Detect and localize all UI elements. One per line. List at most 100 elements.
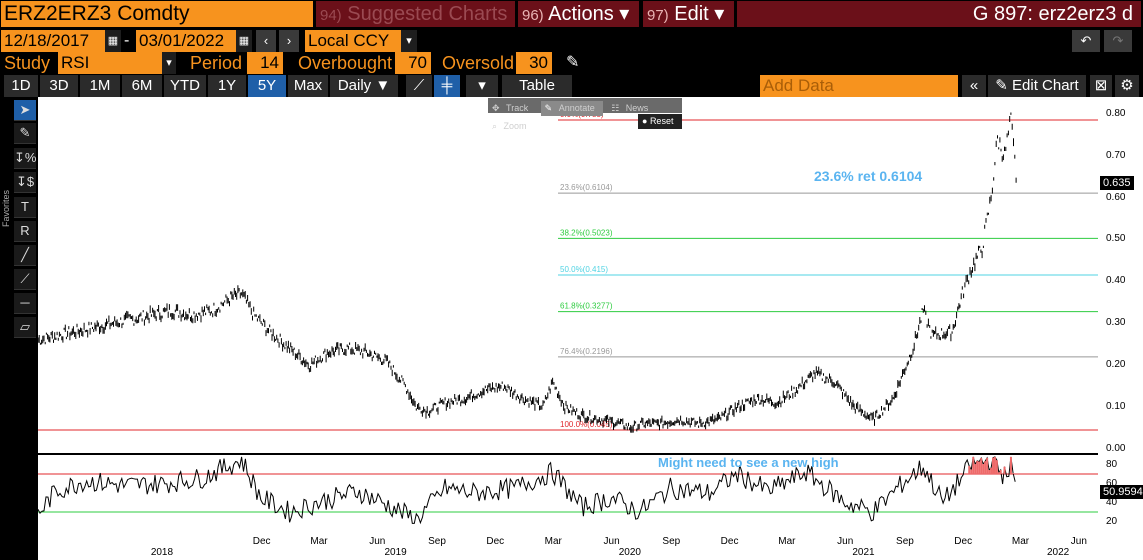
draw-line-tool-icon[interactable]: ✎ <box>14 123 36 144</box>
edit-chart-pencil-icon: ✎ <box>995 77 1008 94</box>
rsi-last-badge: 50.9594 <box>1100 485 1143 500</box>
month-tick-9: Mar <box>778 536 796 547</box>
line-chart-icon[interactable]: ⟋ <box>406 75 432 97</box>
frequency-dropdown[interactable]: Daily ▼ <box>330 75 398 97</box>
edit-label: Edit ▾ <box>674 3 725 25</box>
trendline-tool-icon[interactable]: ╱ <box>14 245 36 266</box>
period-button-1d[interactable]: 1D <box>4 75 38 97</box>
month-tick-12: Dec <box>954 536 973 547</box>
track-label: Track <box>506 103 529 113</box>
ray-tool-icon[interactable]: ⟋ <box>14 269 36 290</box>
annotate-label: Annotate <box>558 103 595 113</box>
price-tick-3: 0.50 <box>1106 233 1126 245</box>
period-button-3d[interactable]: 3D <box>40 75 78 97</box>
study-field[interactable]: RSI <box>58 52 162 74</box>
period-button-max[interactable]: Max <box>288 75 328 97</box>
period-button-6m[interactable]: 6M <box>122 75 162 97</box>
currency-dropdown-icon[interactable]: ▾ <box>401 30 417 52</box>
price-series <box>37 112 1017 433</box>
price-tick-6: 0.20 <box>1106 359 1126 371</box>
prev-period-button[interactable]: ‹ <box>256 30 276 52</box>
news-button[interactable]: ☷ News <box>607 101 656 116</box>
actions-number: 96) <box>522 7 544 24</box>
month-tick-0: Dec <box>252 536 271 547</box>
rsi-series <box>37 456 1016 525</box>
horizontal-line-tool-icon[interactable]: ─ <box>14 293 36 314</box>
period-button-1m[interactable]: 1M <box>80 75 120 97</box>
add-data-input[interactable]: Add Data <box>760 75 958 97</box>
overbought-field[interactable]: 70 <box>395 52 431 74</box>
year-tick-4: 2022 <box>1046 547 1070 558</box>
rsi-tick-0: 80 <box>1106 458 1118 470</box>
rsi-chart-svg: Might need to see a new high <box>37 455 1098 525</box>
month-tick-3: Sep <box>428 536 446 547</box>
rsi-annotation: Might need to see a new high <box>658 455 839 470</box>
track-button[interactable]: ✥ Track <box>488 101 536 116</box>
date-separator: - <box>124 32 130 49</box>
price-chart-area[interactable]: 0.0%(0.785)23.6%(0.6104)38.2%(0.5023)50.… <box>37 97 1098 453</box>
period-label: Period <box>190 53 243 73</box>
currency-field[interactable]: Local CCY <box>305 30 401 52</box>
pointer-tool-icon[interactable]: ➤ <box>14 100 36 121</box>
zoom-button[interactable]: ⌕ Zoom <box>488 119 535 134</box>
edit-chart-label: Edit Chart <box>1012 77 1079 94</box>
reset-label: Reset <box>649 116 674 126</box>
period-button-1y[interactable]: 1Y <box>208 75 246 97</box>
month-tick-8: Dec <box>720 536 739 547</box>
period-button-5y[interactable]: 5Y <box>248 75 286 97</box>
year-tick-1: 2019 <box>384 547 407 558</box>
chart-floating-toolbar: ✥ Track ✎ Annotate ☷ News ⌕ Zoom <box>488 98 682 131</box>
price-axis <box>1098 97 1143 531</box>
favorites-label[interactable]: Favorites <box>1 190 11 228</box>
study-dropdown-icon[interactable]: ▾ <box>162 52 176 74</box>
price-tick-8: 0.00 <box>1106 442 1126 454</box>
table-button[interactable]: Table <box>502 75 572 97</box>
edit-number: 97) <box>647 7 669 24</box>
actions-menu[interactable]: 96) Actions ▾ <box>518 1 640 27</box>
overbought-label: Overbought <box>298 53 393 73</box>
month-tick-2: Jun <box>369 536 386 547</box>
month-tick-4: Dec <box>486 536 505 547</box>
oversold-field[interactable]: 30 <box>516 52 552 74</box>
edit-menu[interactable]: 97) Edit ▾ <box>643 1 735 27</box>
retracement-tool-icon[interactable]: R <box>14 221 36 242</box>
fib-label-3: 50.0%(0.415) <box>560 265 608 274</box>
start-calendar-icon[interactable]: ▦ <box>105 30 121 52</box>
bar-chart-icon[interactable]: ╪ <box>434 75 460 97</box>
security-ticker[interactable]: ERZ2ERZ3 Comdty <box>1 1 313 27</box>
pencil-icon[interactable]: ✎ <box>566 54 580 71</box>
end-calendar-icon[interactable]: ▦ <box>236 30 252 52</box>
period-button-ytd[interactable]: YTD <box>164 75 206 97</box>
suggested-charts-menu[interactable]: 94) Suggested Charts <box>316 1 516 27</box>
price-tick-2: 0.60 <box>1106 191 1126 203</box>
channel-tool-icon[interactable]: ▱ <box>14 317 36 338</box>
price-tick-5: 0.30 <box>1106 317 1126 329</box>
edit-chart-button[interactable]: ✎ Edit Chart <box>988 75 1086 97</box>
year-tick-0: 2018 <box>150 547 174 558</box>
annotate-button[interactable]: ✎ Annotate <box>540 101 603 116</box>
fib-label-5: 76.4%(0.2196) <box>560 347 613 356</box>
reset-button[interactable]: ● Reset <box>638 114 682 129</box>
suggested-charts-label: Suggested Charts <box>347 3 508 25</box>
redo-icon[interactable]: ↷ <box>1104 30 1132 52</box>
undo-icon[interactable]: ↶ <box>1072 30 1100 52</box>
chart-type-dropdown-icon[interactable]: ▾ <box>466 75 498 97</box>
suggested-charts-number: 94) <box>320 7 342 24</box>
percent-tool-icon[interactable]: ↧% <box>14 148 36 169</box>
end-date-field[interactable]: 03/01/2022 <box>136 30 236 52</box>
study-label: Study <box>4 53 51 73</box>
price-tick-7: 0.10 <box>1106 400 1126 412</box>
rsi-chart-area[interactable]: Might need to see a new high <box>37 455 1098 531</box>
chart-style-icon[interactable]: ⊠ <box>1090 75 1112 97</box>
next-period-button[interactable]: › <box>279 30 299 52</box>
text-tool-icon[interactable]: T <box>14 197 36 218</box>
rsi-tick-3: 20 <box>1106 515 1118 527</box>
dollar-tool-icon[interactable]: ↧$ <box>14 172 36 193</box>
month-tick-13: Mar <box>1011 536 1030 547</box>
start-date-field[interactable]: 12/18/2017 <box>1 30 105 52</box>
collapse-icon[interactable]: « <box>962 75 986 97</box>
settings-gear-icon[interactable]: ⚙ <box>1115 75 1139 97</box>
period-field[interactable]: 14 <box>247 52 283 74</box>
month-tick-6: Jun <box>603 536 620 547</box>
last-price-badge: 0.635 <box>1100 175 1134 190</box>
